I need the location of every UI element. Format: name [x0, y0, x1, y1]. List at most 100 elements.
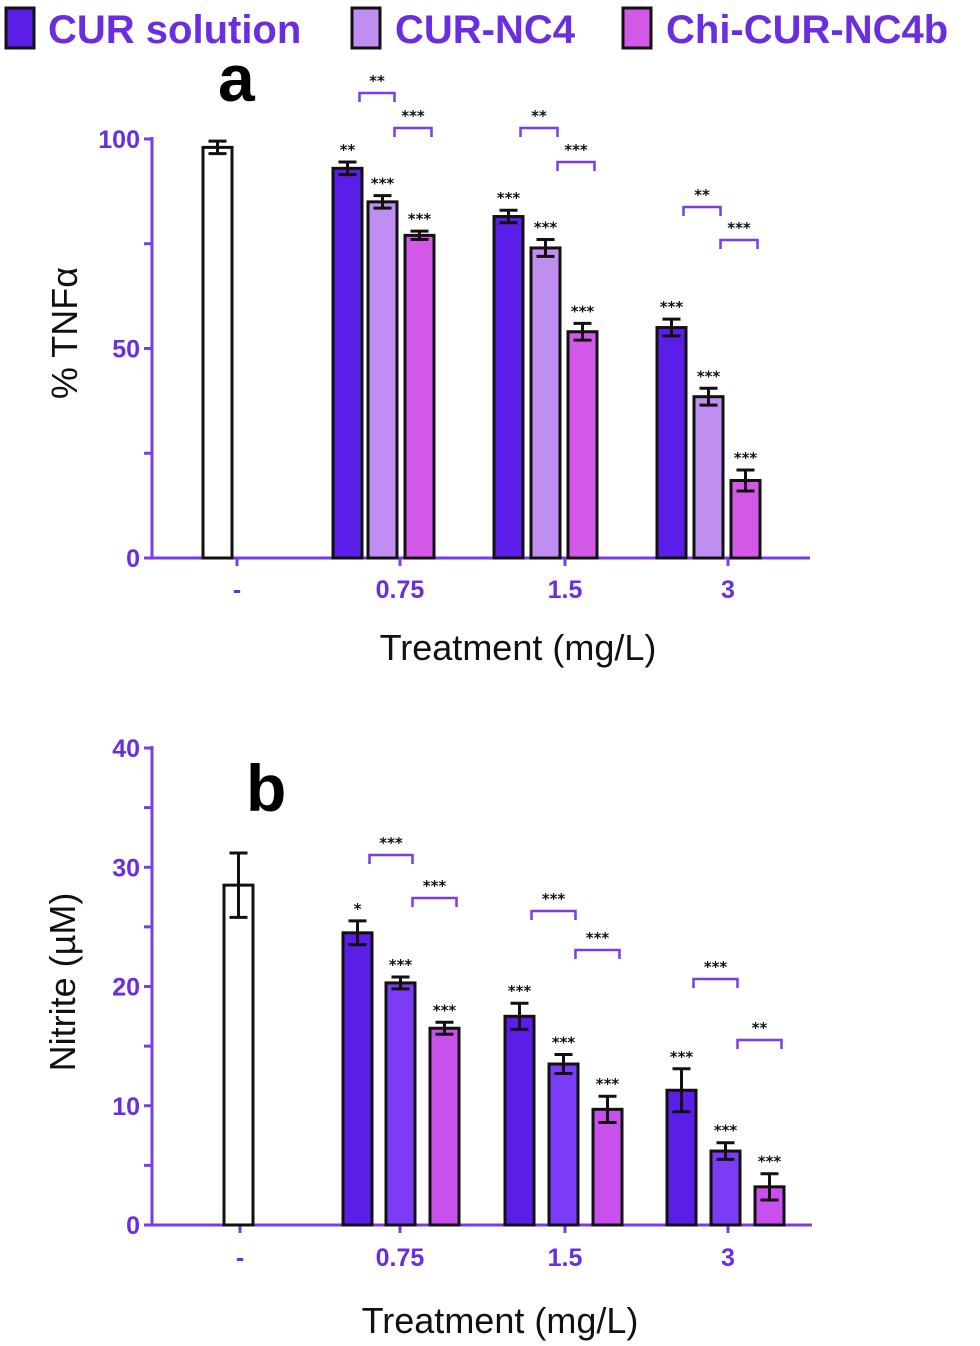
comparison-label: *** — [704, 958, 728, 976]
legend-swatch — [621, 6, 653, 50]
bar — [331, 166, 364, 560]
y-tick-label: 40 — [112, 735, 140, 763]
error-bar — [338, 160, 357, 177]
y-tick-label: 30 — [112, 854, 140, 882]
y-tick-label: 0 — [126, 545, 140, 573]
error-bar — [229, 851, 248, 919]
legend-swatch — [4, 6, 36, 50]
error-bar — [373, 194, 392, 210]
error-bar — [391, 975, 410, 991]
bar — [566, 330, 599, 560]
significance-label: *** — [433, 1001, 457, 1019]
significance-label: *** — [697, 367, 721, 385]
y-tick-label: 100 — [98, 126, 140, 154]
comparison-bracket — [556, 160, 596, 171]
comparison-bracket — [682, 205, 722, 216]
significance-label: *** — [389, 956, 413, 974]
comparison-bracket — [368, 853, 414, 864]
error-bar — [672, 1067, 691, 1114]
bar — [665, 1088, 698, 1227]
bar — [529, 246, 562, 560]
error-bar — [736, 468, 755, 493]
comparison-label: ** — [369, 72, 385, 90]
error-bar — [348, 919, 367, 947]
legend-item-cur-solution: CUR solution — [4, 6, 301, 52]
comparison-bracket — [411, 896, 458, 907]
comparison-label: *** — [423, 877, 447, 895]
legend-item-chi-cur-nc4b: Chi-CUR-NC4b — [621, 6, 948, 52]
x-tick-label: 3 — [721, 1244, 735, 1272]
legend-label: Chi-CUR-NC4b — [666, 8, 948, 52]
bar — [692, 395, 725, 560]
comparison-bracket — [358, 91, 396, 102]
bar — [591, 1107, 624, 1227]
error-bar — [716, 1141, 735, 1161]
error-bar — [499, 208, 518, 225]
comparison-bracket — [736, 1038, 783, 1049]
legend-label: CUR solution — [48, 8, 301, 52]
error-bar — [699, 386, 718, 407]
comparison-label: ** — [531, 107, 547, 125]
significance-label: *** — [534, 219, 558, 237]
bar — [503, 1014, 536, 1227]
bar — [366, 200, 399, 560]
significance-label: *** — [758, 1153, 782, 1171]
comparison-bracket — [574, 948, 621, 959]
significance-label: *** — [596, 1075, 620, 1093]
error-bar — [760, 1172, 779, 1202]
significance-label: *** — [734, 449, 758, 467]
error-bar — [410, 229, 429, 242]
legend-item-cur-nc4: CUR-NC4 — [350, 6, 576, 52]
y-tick-label: 50 — [112, 336, 140, 364]
x-tick-label: 1.5 — [548, 1244, 583, 1272]
comparison-label: *** — [542, 890, 566, 908]
error-bar — [208, 139, 227, 156]
significance-label: *** — [497, 189, 521, 207]
bar — [655, 326, 688, 560]
x-tick-label: - — [233, 576, 241, 604]
significance-label: *** — [571, 302, 595, 320]
error-bar — [554, 1052, 573, 1076]
x-tick-label: - — [236, 1244, 244, 1272]
bar — [492, 215, 525, 560]
comparison-bracket — [692, 977, 739, 988]
comparison-bracket — [719, 238, 759, 249]
error-bar — [598, 1094, 617, 1124]
x-axis-title-a: Treatment (mg/L) — [380, 627, 657, 668]
significance-label: *** — [660, 298, 684, 316]
y-tick-label: 10 — [112, 1093, 140, 1121]
panel-label-a: a — [218, 41, 256, 115]
comparison-label: *** — [727, 219, 751, 237]
comparison-bracket — [530, 909, 577, 920]
y-tick-label: 20 — [112, 974, 140, 1002]
x-tick-label: 1.5 — [548, 576, 583, 604]
comparison-label: ** — [694, 186, 710, 204]
legend-label: CUR-NC4 — [395, 8, 576, 52]
comparison-bracket — [519, 126, 559, 137]
error-bar — [573, 321, 592, 342]
error-bar — [536, 238, 555, 258]
legend-swatch — [350, 6, 382, 50]
bar — [547, 1062, 580, 1227]
significance-label: *** — [552, 1033, 576, 1051]
bar — [222, 883, 255, 1227]
significance-label: *** — [670, 1048, 694, 1066]
y-axis-title-a: % TNFα — [44, 267, 85, 399]
significance-label: * — [354, 900, 362, 918]
comparison-label: *** — [379, 834, 403, 852]
significance-label: ** — [340, 141, 356, 159]
x-tick-label: 0.75 — [376, 576, 425, 604]
error-bar — [435, 1020, 454, 1036]
bar — [428, 1026, 461, 1227]
bar — [709, 1149, 742, 1227]
bar — [729, 478, 762, 560]
significance-label: *** — [371, 175, 395, 193]
comparison-label: *** — [586, 929, 610, 947]
legend: CUR solution CUR-NC4 Chi-CUR-NC4b — [4, 6, 948, 52]
comparison-bracket — [393, 126, 433, 137]
bar — [403, 233, 436, 560]
x-axis-title-b: Treatment (mg/L) — [362, 1300, 639, 1341]
